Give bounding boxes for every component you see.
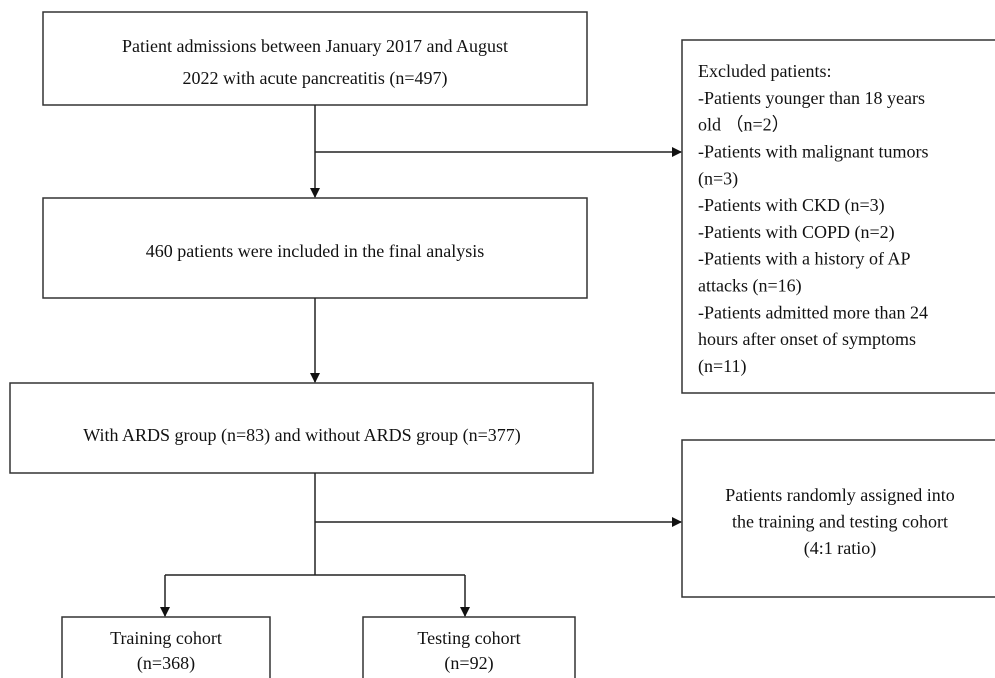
node-text: attacks (n=16) <box>698 276 802 297</box>
node-text: Testing cohort <box>417 628 520 648</box>
node-text: -Patients with malignant tumors <box>698 142 928 162</box>
node-text: -Patients with a history of AP <box>698 249 911 269</box>
node-text: Training cohort <box>110 628 222 648</box>
node-text: -Patients younger than 18 years <box>698 88 925 108</box>
node-text: Patient admissions between January 2017 … <box>122 36 508 56</box>
node-text: (n=3) <box>698 168 738 189</box>
admissions-box <box>42 11 588 106</box>
node-text: -Patients with COPD (n=2) <box>698 222 895 243</box>
node-text: 460 patients were included in the final … <box>146 241 484 261</box>
training-box <box>61 616 271 678</box>
node-text: the training and testing cohort <box>732 512 948 532</box>
node-text: old （n=2） <box>698 115 790 135</box>
node-text: (4:1 ratio) <box>804 538 876 559</box>
testing-box <box>362 616 576 678</box>
groups-box <box>9 382 594 474</box>
node-text: Excluded patients: <box>698 61 831 81</box>
excluded-box <box>681 39 995 394</box>
randomization-box <box>681 439 995 598</box>
included-box <box>42 197 588 299</box>
node-text: With ARDS group (n=83) and without ARDS … <box>83 425 521 446</box>
node-text: (n=11) <box>698 356 746 377</box>
node-text: (n=368) <box>137 653 195 674</box>
node-text: -Patients admitted more than 24 <box>698 302 928 322</box>
node-text: -Patients with CKD (n=3) <box>698 195 885 216</box>
node-text: Patients randomly assigned into <box>725 485 954 505</box>
node-text: 2022 with acute pancreatitis (n=497) <box>182 68 447 89</box>
node-text: (n=92) <box>444 653 493 674</box>
node-text: hours after onset of symptoms <box>698 329 916 349</box>
